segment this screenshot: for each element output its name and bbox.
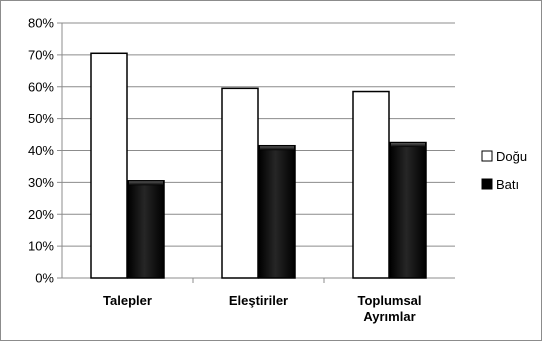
y-tick-label: 20% [28,207,54,222]
legend-label-doğu: Doğu [496,149,527,164]
legend-swatch-doğu [481,150,493,162]
y-tick-label: 50% [28,111,54,126]
y-tick-label: 30% [28,175,54,190]
y-tick-label: 70% [28,47,54,62]
legend-label-batı: Batı [496,177,519,192]
bar-batı-1 [258,144,296,279]
bar-doğu-1 [221,87,259,279]
y-tick-label: 10% [28,239,54,254]
x-category-label: Talepler [103,293,152,308]
bars [90,52,427,279]
legend-swatch-batı [481,178,493,190]
y-tick-label: 80% [28,16,54,31]
bar-top-highlight [129,181,163,186]
bar-top-highlight [260,146,294,151]
y-tick-label: 40% [28,143,54,158]
legend: Doğu Batı [481,149,527,192]
bar-doğu-2 [352,90,390,279]
x-category-label: Toplumsal [357,293,421,308]
bar-batı-0 [127,180,165,279]
x-category-label: Ayrımlar [363,309,415,324]
x-category-label: Eleştiriler [229,293,288,308]
y-tick-label: 0% [35,271,54,286]
y-axis-ticks: 0% 10% 20% 30% 40% 50% 60% 70% 80% [28,16,54,286]
y-tick-label: 60% [28,79,54,94]
bar-top-highlight [391,143,425,148]
bar-batı-2 [389,141,427,279]
bar-doğu-0 [90,52,128,279]
